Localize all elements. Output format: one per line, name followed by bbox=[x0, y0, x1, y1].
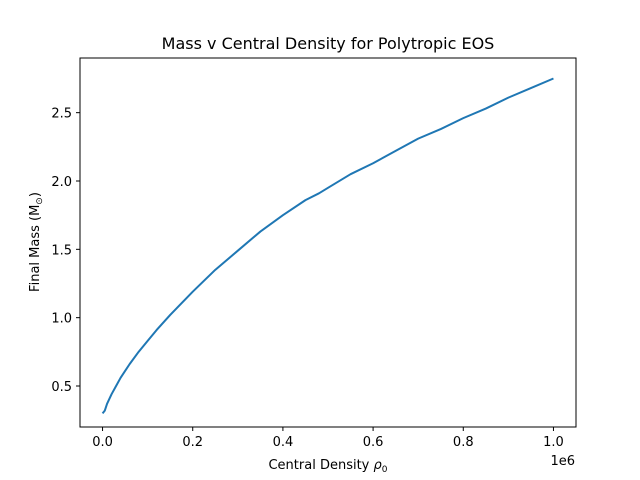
y-axis: 0.5 1.0 1.5 2.0 2.5 bbox=[51, 107, 80, 395]
y-tick-label: 1.0 bbox=[51, 312, 72, 327]
x-offset-label: 1e6 bbox=[550, 454, 575, 469]
x-axis: 0.0 0.2 0.4 0.6 0.8 1.0 bbox=[92, 427, 564, 450]
x-tick-label: 0.4 bbox=[273, 435, 294, 450]
x-tick-label: 1.0 bbox=[543, 435, 564, 450]
series-line bbox=[101, 77, 554, 414]
x-tick-label: 0.0 bbox=[92, 435, 113, 450]
chart-title: Mass v Central Density for Polytropic EO… bbox=[162, 34, 495, 53]
y-tick-label: 2.0 bbox=[51, 175, 72, 190]
y-tick-label: 2.5 bbox=[51, 107, 72, 122]
x-axis-label-symbol: ρ bbox=[374, 458, 383, 473]
x-axis-label-text: Central Density bbox=[268, 458, 369, 473]
y-axis-label: Final Mass (M⊙) bbox=[28, 192, 45, 292]
y-tick-label: 0.5 bbox=[51, 380, 72, 395]
y-axis-label-symbol: ⊙ bbox=[35, 197, 45, 205]
y-tick-label: 1.5 bbox=[51, 243, 72, 258]
axes-frame bbox=[79, 57, 577, 428]
y-axis-label-text: Final Mass (M bbox=[28, 205, 43, 292]
x-tick-label: 0.2 bbox=[182, 435, 203, 450]
x-tick-label: 0.6 bbox=[363, 435, 384, 450]
x-axis-label: Central Density ρ0 bbox=[268, 458, 387, 475]
x-tick-label: 0.8 bbox=[453, 435, 474, 450]
y-axis-label-close: ) bbox=[28, 192, 43, 197]
x-axis-label-subscript: 0 bbox=[382, 465, 388, 475]
plot-area bbox=[101, 77, 554, 414]
